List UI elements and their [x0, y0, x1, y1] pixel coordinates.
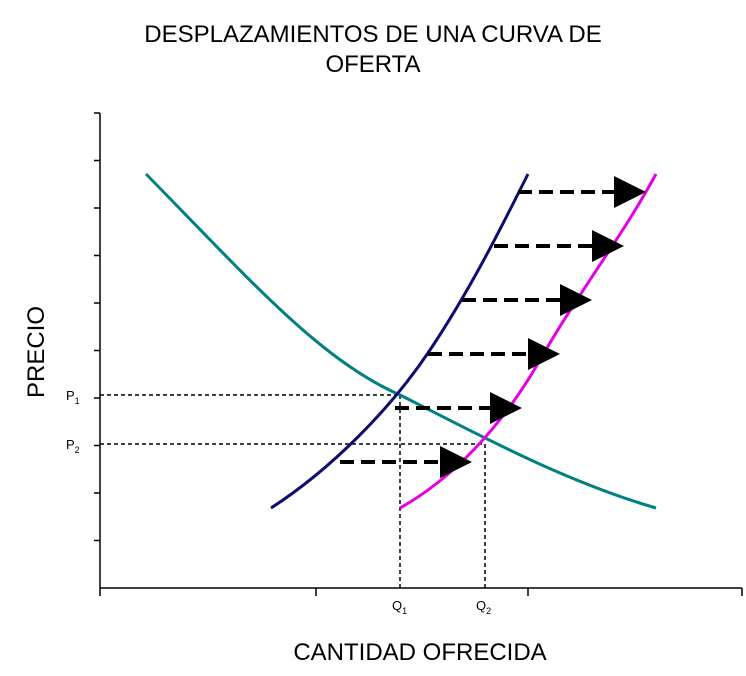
q2-label: Q2: [476, 598, 491, 616]
y-axis-label: PRECIO: [23, 306, 50, 398]
q1-letter: Q: [392, 598, 402, 613]
x-axis-ticks: [99, 588, 743, 596]
p1-letter: P: [66, 388, 75, 403]
x-axis-label: CANTIDAD OFRECIDA: [293, 639, 546, 666]
svg-text:Q1: Q1: [392, 598, 407, 616]
reference-lines: [100, 394, 486, 588]
q1-subscript: 1: [402, 606, 407, 616]
p2-letter: P: [66, 437, 75, 452]
q2-letter: Q: [476, 598, 486, 613]
demand-curve: [144, 172, 657, 510]
p2-subscript: 2: [75, 445, 80, 455]
axes: [99, 113, 742, 589]
shift-arrows: [340, 176, 646, 478]
q1-label: Q1: [392, 598, 407, 616]
p1-label: P1: [66, 388, 80, 406]
y-axis-ticks: [94, 112, 100, 542]
p2-label: P2: [66, 437, 80, 455]
chart-title-line-2: OFERTA: [325, 51, 420, 78]
svg-text:P2: P2: [66, 437, 80, 455]
p1-subscript: 1: [75, 396, 80, 406]
chart-title-line-1: DESPLAZAMIENTOS DE UNA CURVA DE: [144, 21, 601, 48]
q2-subscript: 2: [486, 606, 491, 616]
svg-text:P1: P1: [66, 388, 80, 406]
svg-text:Q2: Q2: [476, 598, 491, 616]
supply-curve-initial: [270, 173, 530, 510]
